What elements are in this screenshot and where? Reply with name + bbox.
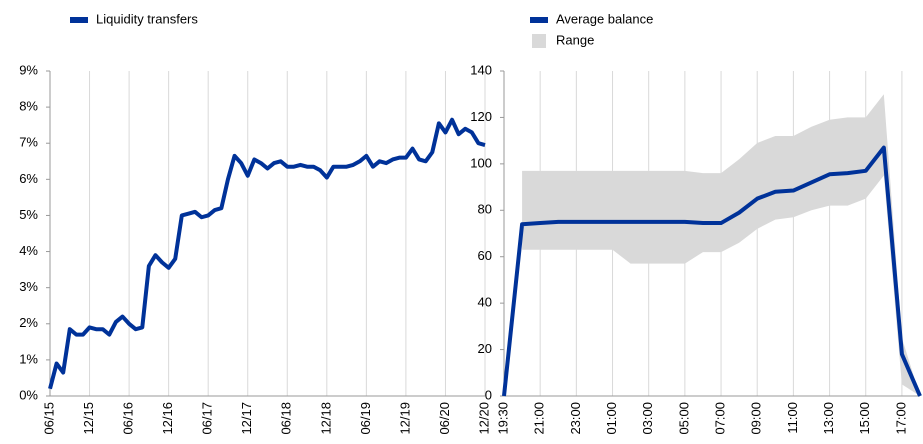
series-line <box>502 145 922 397</box>
x-tick-label: 06/16 <box>121 402 136 435</box>
x-tick-label: 17:00 <box>893 402 908 435</box>
x-tick-label: 21:00 <box>532 402 547 435</box>
legend-swatch <box>70 17 88 23</box>
x-tick-label: 13:00 <box>821 402 836 435</box>
x-tick-label: 01:00 <box>604 402 619 435</box>
y-tick-label: 20 <box>478 341 492 356</box>
x-tick-label: 07:00 <box>712 402 727 435</box>
x-tick-label: 06/17 <box>200 402 215 435</box>
x-tick-label: 12/16 <box>160 402 175 435</box>
y-tick-label: 8% <box>19 99 38 114</box>
y-tick-label: 0% <box>19 387 38 402</box>
x-tick-label: 03:00 <box>640 402 655 435</box>
x-tick-label: 12/19 <box>397 402 412 435</box>
y-tick-label: 2% <box>19 315 38 330</box>
x-tick-label: 06/18 <box>279 402 294 435</box>
legend-label: Liquidity transfers <box>96 11 198 26</box>
x-tick-label: 15:00 <box>857 402 872 435</box>
y-tick-label: 0 <box>485 387 492 402</box>
x-tick-label: 12/15 <box>81 402 96 435</box>
x-tick-label: 12/17 <box>239 402 254 435</box>
x-tick-label: 06/20 <box>437 402 452 435</box>
y-tick-label: 60 <box>478 248 492 263</box>
y-tick-label: 6% <box>19 171 38 186</box>
x-tick-label: 12/20 <box>476 402 491 435</box>
legend-label: Average balance <box>556 11 653 26</box>
x-tick-label: 19:30 <box>495 402 510 435</box>
y-tick-label: 5% <box>19 207 38 222</box>
y-tick-label: 4% <box>19 243 38 258</box>
x-tick-label: 06/19 <box>358 402 373 435</box>
y-tick-label: 120 <box>470 109 492 124</box>
legend-label: Range <box>556 32 594 47</box>
y-tick-label: 9% <box>19 62 38 77</box>
y-tick-label: 40 <box>478 295 492 310</box>
legend-swatch <box>530 17 548 23</box>
x-tick-label: 06/15 <box>41 402 56 435</box>
y-tick-label: 1% <box>19 351 38 366</box>
x-tick-label: 11:00 <box>785 402 800 434</box>
y-tick-label: 100 <box>470 155 492 170</box>
y-tick-label: 7% <box>19 135 38 150</box>
y-tick-label: 140 <box>470 62 492 77</box>
series-line <box>48 117 486 390</box>
x-tick-label: 23:00 <box>568 402 583 435</box>
legend-swatch <box>532 34 546 48</box>
range-area <box>522 94 920 396</box>
y-tick-label: 3% <box>19 279 38 294</box>
x-tick-label: 09:00 <box>749 402 764 435</box>
y-tick-label: 80 <box>478 202 492 217</box>
x-tick-label: 05:00 <box>676 402 691 435</box>
x-tick-label: 12/18 <box>318 402 333 435</box>
